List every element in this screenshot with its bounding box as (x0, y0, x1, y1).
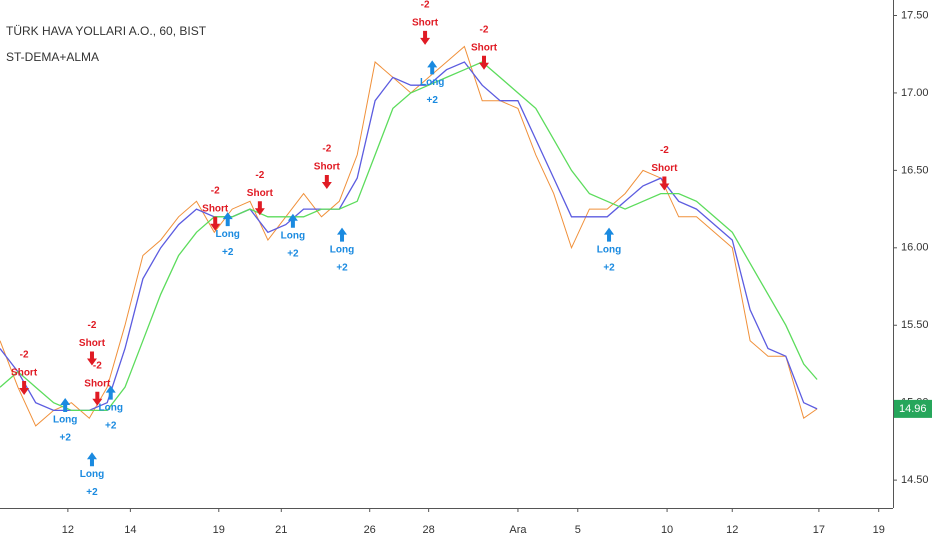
x-tick-label: Ara (509, 524, 527, 536)
signal-label: -2 (322, 144, 331, 155)
signal-label: -2 (211, 185, 220, 196)
signal-label: +2 (86, 487, 98, 498)
signal-arrow (420, 30, 431, 45)
signal-arrow (659, 176, 670, 191)
x-tick-label: 5 (575, 524, 581, 536)
signal-text: Long (80, 469, 104, 480)
x-tick-label: 21 (275, 524, 287, 536)
x-tick-label: 12 (726, 524, 738, 536)
series-line (0, 61, 818, 412)
signal-label: +2 (336, 262, 348, 273)
signal-label: -2 (255, 170, 264, 181)
signal-arrow (60, 398, 71, 413)
y-tick-label: 17.00 (901, 87, 929, 99)
signal-label: -2 (421, 0, 430, 11)
last-price-label: 14.96 (899, 403, 927, 415)
signal-label: +2 (105, 420, 117, 431)
signal-text: Short (202, 203, 229, 214)
x-tick-label: 17 (813, 524, 825, 536)
signal-text: Long (420, 77, 444, 88)
signal-text: Short (471, 42, 498, 53)
signal-label: -2 (480, 24, 489, 35)
signal-arrow (92, 391, 103, 406)
signal-arrow (337, 227, 348, 242)
y-tick-label: 16.50 (901, 164, 929, 176)
signal-arrow (479, 55, 490, 70)
signal-label: +2 (603, 262, 615, 273)
signal-text: Long (53, 415, 77, 426)
signal-label: -2 (660, 145, 669, 156)
x-tick-label: 19 (873, 524, 885, 536)
chart-title: TÜRK HAVA YOLLARI A.O., 60, BIST (6, 24, 207, 38)
x-tick-label: 14 (124, 524, 136, 536)
signal-text: Long (99, 402, 123, 413)
signal-text: Short (84, 378, 111, 389)
signal-arrow (427, 60, 438, 75)
y-tick-label: 17.50 (901, 9, 929, 21)
signal-arrow (105, 385, 116, 400)
signal-arrow (287, 213, 298, 228)
signal-label: -2 (20, 350, 29, 361)
signal-text: Short (314, 162, 341, 173)
signal-arrow (19, 380, 30, 395)
signal-arrow (210, 216, 221, 231)
signal-label: +2 (222, 247, 234, 258)
x-tick-label: 26 (364, 524, 376, 536)
y-tick-label: 14.50 (901, 474, 929, 486)
indicator-name: ST-DEMA+ALMA (6, 50, 99, 64)
signal-text: Long (215, 229, 239, 240)
y-tick-label: 16.00 (901, 242, 929, 254)
signal-arrow (222, 212, 233, 227)
signal-label: -2 (93, 360, 102, 371)
x-tick-label: 19 (213, 524, 225, 536)
signal-text: Short (79, 338, 106, 349)
x-tick-label: 12 (62, 524, 74, 536)
signal-arrow (86, 452, 97, 467)
signal-text: Long (597, 244, 621, 255)
last-price-box (894, 399, 932, 418)
signal-arrow (86, 351, 97, 366)
signal-label: -2 (88, 320, 97, 331)
x-tick-label: 28 (423, 524, 435, 536)
signal-text: Short (11, 368, 38, 379)
signal-arrow (254, 201, 265, 216)
signal-text: Short (247, 188, 274, 199)
signal-arrow (604, 227, 615, 242)
series-line (0, 61, 818, 412)
signal-label: +2 (287, 248, 299, 259)
signal-arrow (321, 174, 332, 189)
x-tick-label: 10 (661, 524, 673, 536)
signal-text: Short (651, 163, 678, 174)
signal-text: Long (281, 230, 305, 241)
signal-label: +2 (427, 95, 439, 106)
y-tick-label: 15.50 (901, 319, 929, 331)
signal-text: Short (412, 18, 439, 29)
signal-text: Long (330, 244, 354, 255)
signal-label: +2 (59, 433, 71, 444)
